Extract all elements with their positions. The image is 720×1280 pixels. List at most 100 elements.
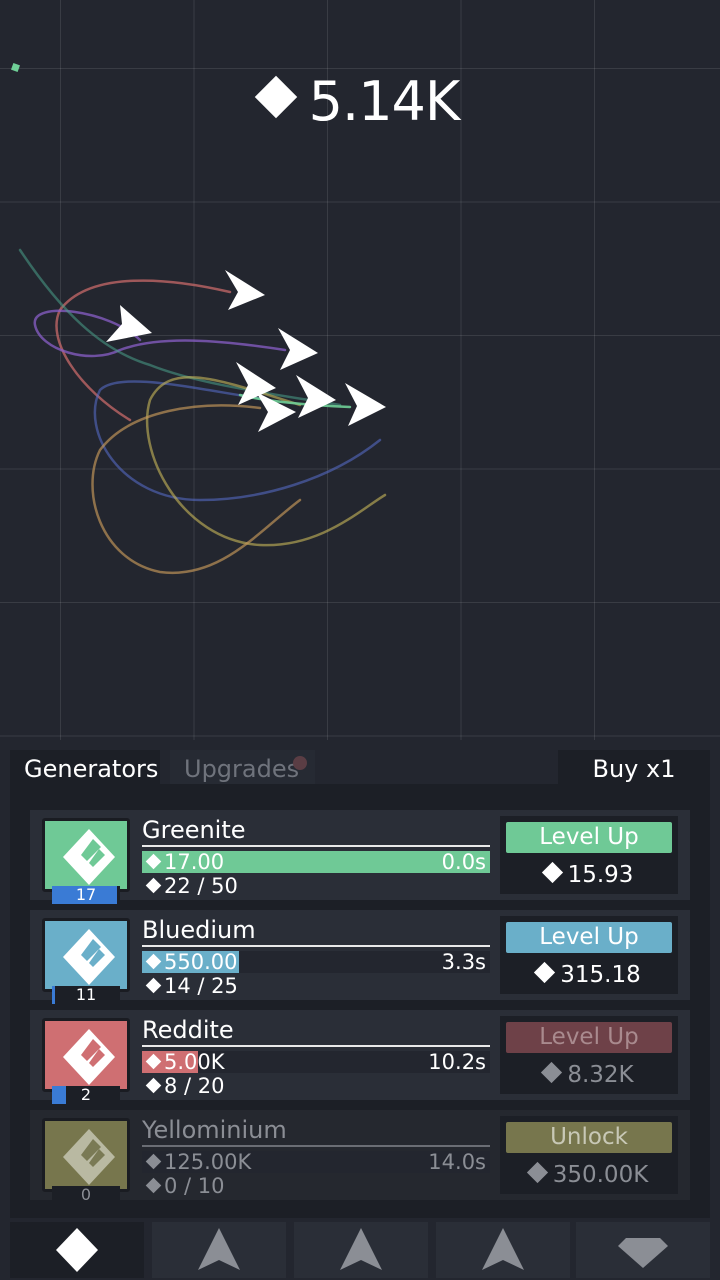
generator-name: Bluedium <box>142 916 256 944</box>
diamond-icon <box>145 853 162 870</box>
ship-arrow <box>225 270 265 310</box>
production-time: 14.0s <box>428 1150 486 1174</box>
tab-generators[interactable]: Generators <box>10 750 160 786</box>
diamond-icon <box>10 1222 144 1278</box>
production-progress-bar: 5.00K 10.2s <box>142 1051 490 1073</box>
production-value: 5.00K <box>145 1051 225 1073</box>
trail-yellow <box>145 376 387 547</box>
production-value: 550.00 <box>145 951 237 973</box>
play-area[interactable]: 5.14K <box>0 0 720 740</box>
trail-blue <box>93 380 382 502</box>
diamond-icon <box>541 1061 563 1084</box>
purchase-cost: 350.00K <box>500 1161 678 1188</box>
trail-teal <box>18 248 342 407</box>
production-value: 125.00K <box>145 1151 251 1173</box>
diamond-icon <box>526 1161 548 1184</box>
generator-icon[interactable] <box>42 918 130 992</box>
gem-icon <box>576 1222 710 1278</box>
ship-arrow <box>278 328 318 370</box>
generator-icon[interactable] <box>42 1118 130 1192</box>
notification-dot <box>293 756 307 770</box>
generator-list: 17 Greenite 17.00 0.0s 22 / 50 Level Up … <box>10 784 710 1218</box>
purchase-cost: 8.32K <box>500 1061 678 1088</box>
crystal-icon <box>63 829 115 885</box>
bottom-nav <box>0 1220 720 1280</box>
production-value: 17.00 <box>145 851 224 873</box>
ship-trails <box>18 248 387 575</box>
diamond-icon <box>534 961 556 984</box>
arrow-ship-icon <box>436 1222 570 1278</box>
generator-owned-count: 0 / 10 <box>145 1174 225 1198</box>
trail-orange <box>91 404 302 575</box>
production-progress-bar: 550.00 3.3s <box>142 951 490 973</box>
purchase-box: Level Up 315.18 <box>500 916 678 994</box>
ship-arrow <box>345 383 386 426</box>
purchase-box: Unlock 350.00K <box>500 1116 678 1194</box>
level-up-button[interactable]: Unlock <box>506 1122 672 1153</box>
generator-level-badge: 0 <box>52 1186 120 1204</box>
generator-owned-count: 22 / 50 <box>145 874 238 898</box>
tab-upgrades-label: Upgrades <box>184 755 300 783</box>
generator-owned-count: 14 / 25 <box>145 974 238 998</box>
crystal-icon <box>63 1129 115 1185</box>
production-time: 0.0s <box>441 850 486 874</box>
arrow-ship-icon <box>152 1222 286 1278</box>
level-up-button[interactable]: Level Up <box>506 1022 672 1053</box>
ship-arrow <box>256 392 296 432</box>
diamond-icon <box>145 1153 162 1170</box>
generators-panel: Generators Upgrades Buy x1 17 Greenite 1… <box>10 750 710 1218</box>
purchase-box: Level Up 8.32K <box>500 1016 678 1094</box>
nav-button[interactable] <box>294 1222 428 1278</box>
divider <box>142 845 490 847</box>
generator-level-badge: 11 <box>52 986 120 1004</box>
generator-owned-count: 8 / 20 <box>145 1074 225 1098</box>
generator-icon[interactable] <box>42 1018 130 1092</box>
buy-multiplier-button[interactable]: Buy x1 <box>558 750 710 786</box>
tab-upgrades[interactable]: Upgrades <box>170 750 315 786</box>
diamond-icon <box>145 1053 162 1070</box>
trail-red <box>55 279 232 422</box>
crystal-icon <box>63 1029 115 1085</box>
generator-row: 17 Greenite 17.00 0.0s 22 / 50 Level Up … <box>30 810 690 904</box>
diamond-icon <box>145 1077 162 1094</box>
divider <box>142 945 490 947</box>
purchase-box: Level Up 15.93 <box>500 816 678 894</box>
generator-level-badge: 17 <box>52 886 120 904</box>
nav-button[interactable] <box>152 1222 286 1278</box>
diamond-icon <box>145 877 162 894</box>
arrow-ship-icon <box>294 1222 428 1278</box>
diamond-icon <box>541 861 563 884</box>
generator-row: 2 Reddite 5.00K 10.2s 8 / 20 Level Up 8.… <box>30 1010 690 1104</box>
diamond-icon <box>145 1177 162 1194</box>
level-up-button[interactable]: Level Up <box>506 822 672 853</box>
divider <box>142 1045 490 1047</box>
currency-amount: 5.14K <box>308 70 461 133</box>
crystal-icon <box>63 929 115 985</box>
generator-name: Yellominium <box>142 1116 287 1144</box>
production-time: 3.3s <box>441 950 486 974</box>
generator-row: 11 Bluedium 550.00 3.3s 14 / 25 Level Up… <box>30 910 690 1004</box>
nav-button[interactable] <box>576 1222 710 1278</box>
diamond-icon <box>145 953 162 970</box>
diamond-icon <box>145 977 162 994</box>
purchase-cost: 15.93 <box>500 861 678 888</box>
ship-arrow <box>236 362 276 405</box>
generator-row: 0 Yellominium 125.00K 14.0s 0 / 10 Unloc… <box>30 1110 690 1204</box>
nav-button[interactable] <box>10 1222 144 1278</box>
nav-button[interactable] <box>436 1222 570 1278</box>
ship-arrow <box>296 375 336 418</box>
production-progress-bar: 17.00 0.0s <box>142 851 490 873</box>
divider <box>142 1145 490 1147</box>
currency-display: 5.14K <box>0 70 720 133</box>
generator-name: Reddite <box>142 1016 234 1044</box>
trail-purple <box>33 309 287 358</box>
diamond-icon <box>254 75 297 119</box>
generator-level-badge: 2 <box>52 1086 120 1104</box>
production-time: 10.2s <box>428 1050 486 1074</box>
generator-icon[interactable] <box>42 818 130 892</box>
generator-name: Greenite <box>142 816 246 844</box>
purchase-cost: 315.18 <box>500 961 678 988</box>
production-progress-bar: 125.00K 14.0s <box>142 1151 490 1173</box>
level-up-button[interactable]: Level Up <box>506 922 672 953</box>
ship-arrow <box>106 305 152 342</box>
